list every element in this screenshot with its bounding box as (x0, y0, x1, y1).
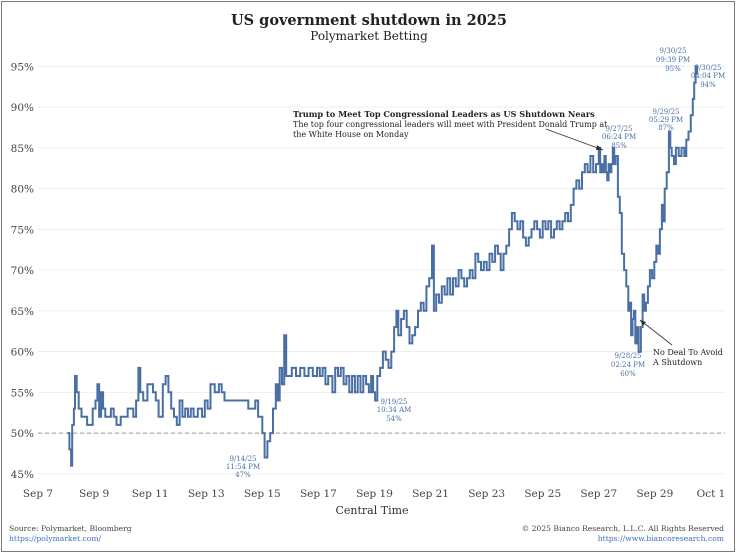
annotation-sep14-date: 9/14/25 (230, 455, 257, 463)
annotation-sep28: 9/28/25 02:24 PM 60% (611, 352, 645, 378)
annotation-no-deal-line-2: A Shutdown (652, 358, 702, 367)
y-tick-label: 70% (11, 265, 34, 277)
annotation-sep30-last: 9/30/25 04:04 PM 94% (691, 64, 725, 89)
x-tick-label: Sep 25 (524, 488, 561, 500)
news-body-line-2: the White House on Monday (293, 130, 409, 139)
x-tick-label: Sep 21 (412, 488, 449, 500)
annotation-sep19-date: 9/19/25 (381, 398, 408, 406)
series-line (67, 65, 698, 467)
no-deal-arrow-line (639, 319, 673, 346)
y-tick-label: 80% (11, 184, 34, 196)
annotation-no-deal-line-1: No Deal To Avoid (653, 348, 723, 357)
annotation-sep29-date: 9/29/25 (653, 108, 680, 116)
y-tick-label: 50% (11, 428, 34, 440)
x-tick-label: Sep 11 (132, 488, 169, 500)
x-axis-ticks: Sep 7 Sep 9 Sep 11 Sep 13 Sep 15 Sep 17 Sep 19… (23, 488, 725, 500)
news-arrow-line (545, 128, 604, 151)
y-tick-label: 55% (11, 387, 34, 399)
y-tick-label: 90% (11, 102, 34, 114)
annotation-sep29: 9/29/25 05:29 PM 87% (649, 108, 683, 132)
footer-source: Source: Polymarket, Bloomberg (9, 524, 132, 533)
annotation-sep29-value: 87% (658, 124, 674, 132)
x-tick-label: Sep 17 (300, 488, 337, 500)
y-tick-label: 75% (11, 224, 34, 236)
x-tick-label: Sep 23 (468, 488, 505, 500)
annotation-sep19: 9/19/25 10:34 AM 54% (377, 398, 412, 423)
annotation-sep30-last-value: 94% (700, 81, 716, 89)
y-tick-label: 85% (11, 143, 34, 155)
annotation-sep14-value: 47% (235, 471, 251, 479)
annotation-sep27-value: 85% (611, 142, 627, 150)
annotation-sep27: 9/27/25 06:24 PM 85% (602, 125, 636, 150)
y-tick-label: 45% (11, 469, 34, 481)
x-tick-label: Sep 27 (580, 488, 617, 500)
annotation-sep14: 9/14/25 11:54 PM 47% (226, 455, 260, 479)
no-deal-arrow-head (640, 320, 646, 326)
y-tick-label: 95% (11, 61, 34, 73)
annotation-sep14-time: 11:54 PM (226, 463, 260, 471)
annotation-sep29-time: 05:29 PM (649, 116, 683, 124)
y-axis-ticks: 45% 50% 55% 60% 65% 70% 75% 80% 85% 90% 95% (11, 61, 34, 481)
footer-copyright: © 2025 Bianco Research, L.L.C. All Right… (522, 524, 724, 533)
chart-subtitle: Polymarket Betting (310, 29, 428, 43)
y-tick-label: 60% (11, 347, 34, 359)
x-tick-label: Oct 1 (697, 488, 726, 500)
chart-title: US government shutdown in 2025 (231, 12, 507, 29)
annotation-sep27-time: 06:24 PM (602, 133, 636, 141)
x-axis-label: Central Time (335, 504, 408, 517)
news-body-line-1: The top four congressional leaders will … (293, 120, 608, 129)
x-tick-label: Sep 29 (636, 488, 673, 500)
x-tick-label: Sep 7 (23, 488, 53, 500)
footer-source-link[interactable]: https://polymarket.com/ (9, 534, 102, 543)
annotation-sep30-peak-date: 9/30/25 (660, 47, 687, 55)
y-tick-label: 65% (11, 306, 34, 318)
annotation-sep30-peak-time: 09:39 PM (656, 56, 690, 64)
news-headline: Trump to Meet Top Congressional Leaders … (293, 109, 595, 119)
x-tick-label: Sep 19 (356, 488, 393, 500)
annotation-sep28-time: 02:24 PM (611, 361, 645, 369)
x-tick-label: Sep 15 (244, 488, 281, 500)
annotation-sep27-date: 9/27/25 (606, 125, 633, 133)
annotation-sep30-last-date: 9/30/25 (695, 64, 722, 72)
annotation-sep28-value: 60% (620, 370, 636, 378)
annotation-sep30-peak: 9/30/25 09:39 PM 95% (656, 47, 690, 73)
annotation-sep28-date: 9/28/25 (615, 352, 642, 360)
annotation-sep30-peak-value: 95% (665, 65, 681, 73)
x-tick-label: Sep 13 (188, 488, 225, 500)
annotation-sep19-time: 10:34 AM (377, 406, 412, 414)
footer-copyright-link[interactable]: https://www.biancoresearch.com (598, 534, 724, 543)
annotation-sep19-value: 54% (386, 415, 402, 423)
annotation-no-deal: No Deal To Avoid A Shutdown (639, 319, 723, 367)
x-tick-label: Sep 9 (79, 488, 109, 500)
news-arrow-head (596, 145, 603, 150)
annotation-sep30-last-time: 04:04 PM (691, 72, 725, 80)
